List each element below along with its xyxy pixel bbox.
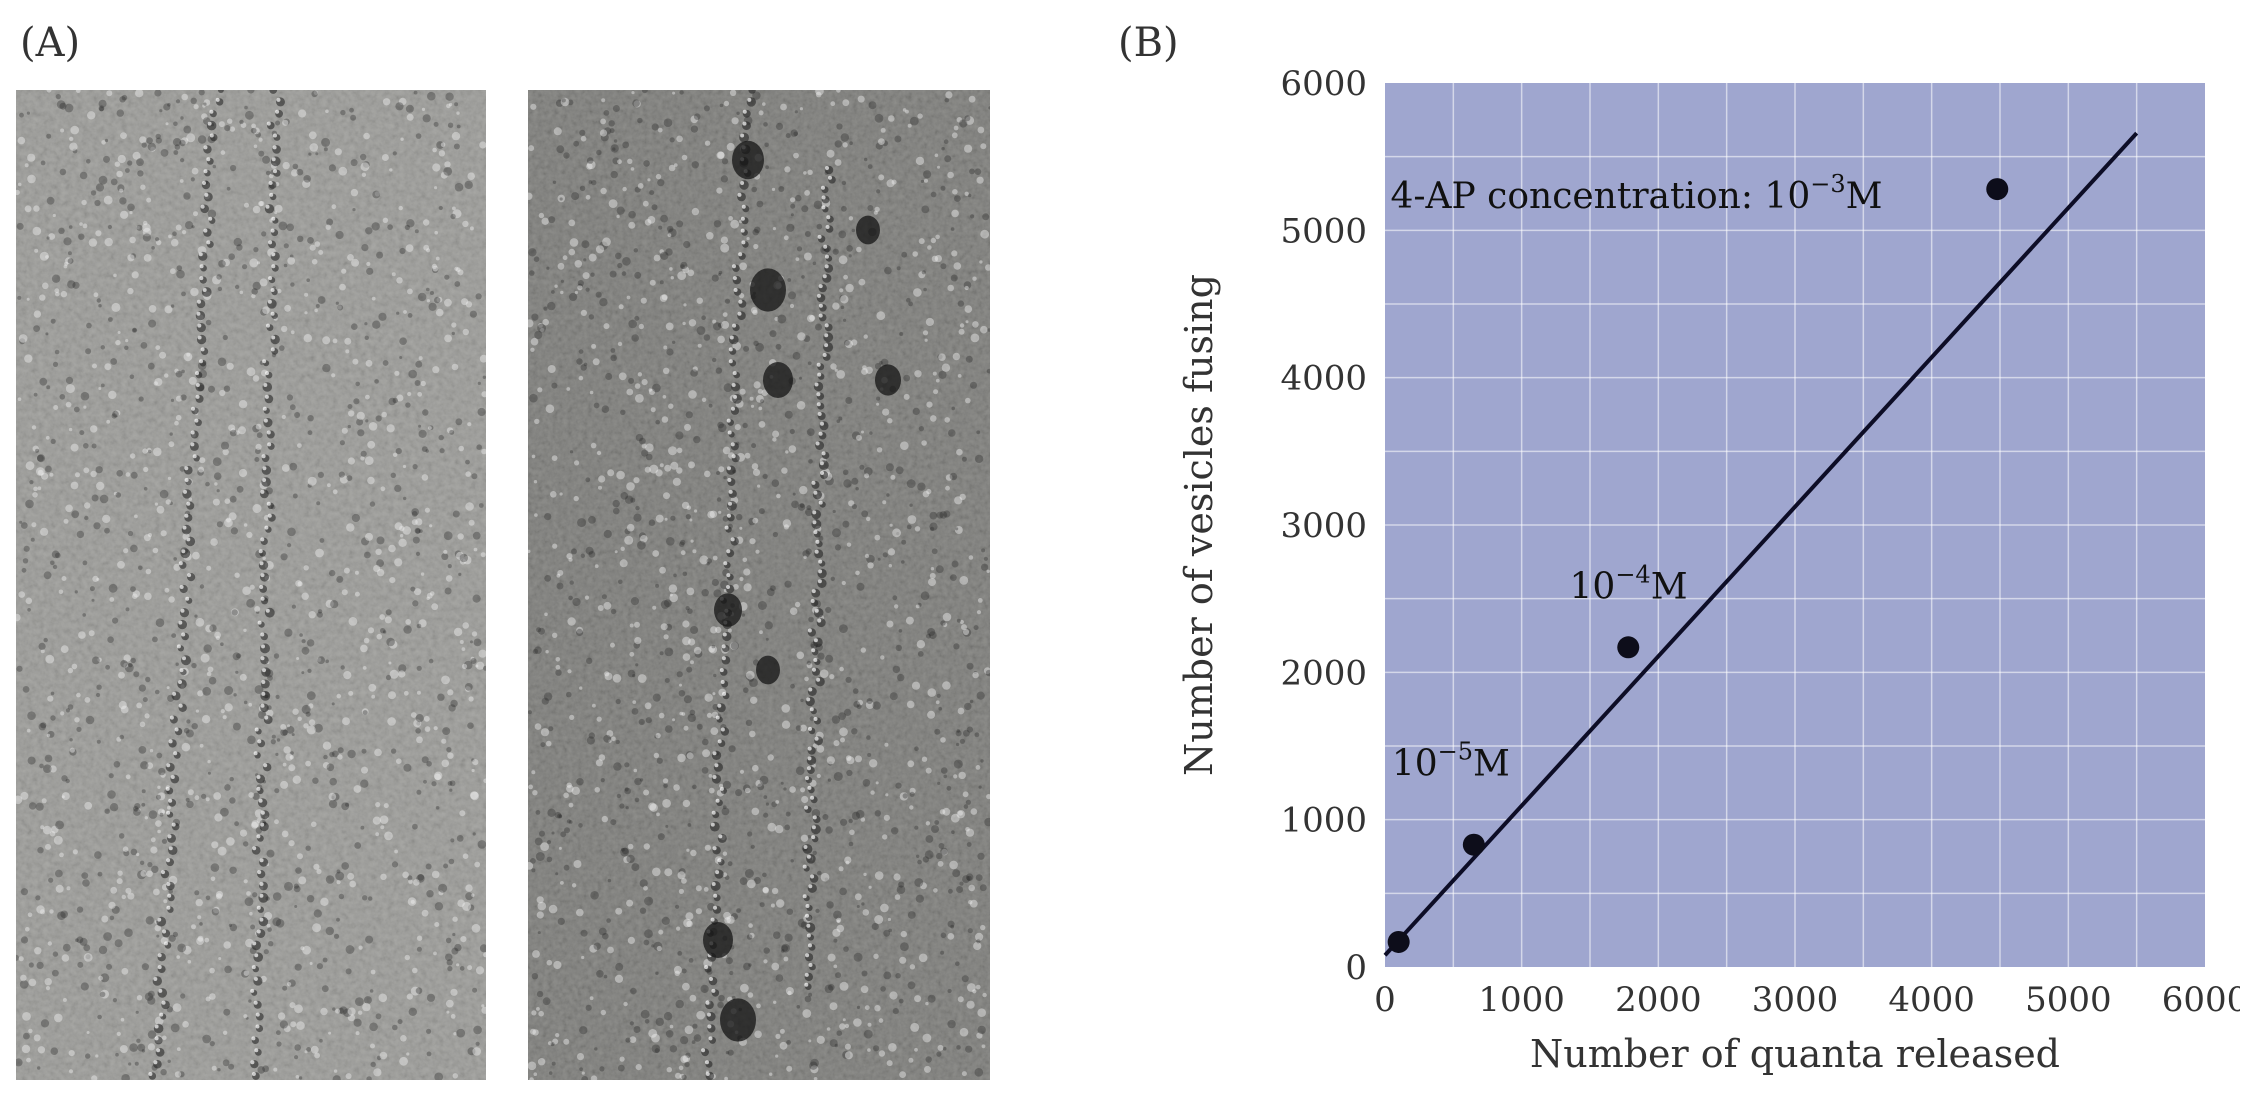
panel-b-label: (B)	[1118, 20, 1179, 66]
x-tick-label: 4000	[1888, 980, 1975, 1020]
freeze-fracture-micrograph-4ap	[528, 90, 990, 1080]
y-tick-label: 3000	[1280, 506, 1367, 546]
x-tick-label: 3000	[1752, 980, 1839, 1020]
x-axis-title: Number of quanta released	[1530, 1032, 2060, 1076]
y-tick-label: 6000	[1280, 64, 1367, 104]
y-axis-title: Number of vesicles fusing	[1177, 274, 1221, 776]
x-tick-label: 5000	[2025, 980, 2112, 1020]
freeze-fracture-micrograph-control	[16, 90, 486, 1080]
data-point	[1462, 833, 1485, 856]
y-tick-label: 1000	[1280, 801, 1367, 841]
y-axis-ticks: 0 1000 2000 3000 4000 5000 6000	[1280, 64, 1367, 988]
concentration-annotation: 10−4M	[1570, 561, 1688, 608]
x-tick-label: 2000	[1615, 980, 1702, 1020]
data-points	[1387, 178, 2009, 953]
x-axis-ticks: 0 1000 2000 3000 4000 5000 6000	[1374, 980, 2240, 1020]
fit-line	[1383, 131, 2139, 957]
data-point	[1617, 636, 1640, 659]
x-tick-label: 6000	[2162, 980, 2240, 1020]
x-tick-label: 1000	[1478, 980, 1565, 1020]
y-tick-label: 4000	[1280, 359, 1367, 399]
micrograph-right-image	[528, 90, 990, 1080]
concentration-annotation: 4-AP concentration: 10−3M	[1390, 170, 1882, 217]
x-tick-label: 0	[1374, 980, 1396, 1020]
annotations: 10−5M 10−4M 4-AP concentration: 10−3M	[1390, 170, 1882, 784]
y-tick-label: 2000	[1280, 653, 1367, 693]
micrograph-left-image	[16, 90, 486, 1080]
panel-a-label: (A)	[20, 20, 81, 66]
vesicle-fusion-chart: 0 1000 2000 3000 4000 5000 6000 0 1000 2000 3000 4…	[1177, 64, 2240, 1076]
concentration-annotation: 10−5M	[1392, 737, 1510, 784]
grid	[1385, 83, 2205, 967]
data-point	[1986, 178, 2009, 201]
y-tick-label: 0	[1345, 948, 1367, 988]
data-point	[1387, 930, 1410, 953]
y-tick-label: 5000	[1280, 211, 1367, 251]
